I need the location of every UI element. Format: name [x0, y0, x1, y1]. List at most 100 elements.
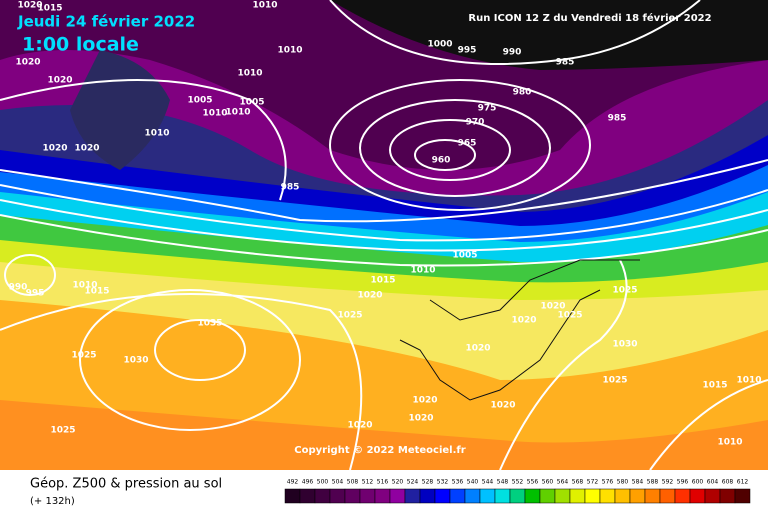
color-swatch	[479, 488, 496, 504]
isobar-label: 1020	[74, 144, 99, 154]
color-swatch	[419, 488, 436, 504]
color-swatch	[539, 488, 556, 504]
color-swatch	[629, 488, 646, 504]
color-label: 600	[692, 479, 704, 486]
color-swatch	[704, 488, 721, 504]
color-swatch	[719, 488, 736, 504]
color-label: 584	[632, 479, 644, 486]
isobar-label: 1010	[144, 129, 169, 139]
isobar-label: 995	[26, 289, 45, 299]
isobar-label: 1020	[347, 421, 372, 431]
isobar-label: 1005	[452, 251, 477, 261]
color-label: 544	[482, 479, 494, 486]
color-swatch	[659, 488, 676, 504]
color-label: 524	[407, 479, 419, 486]
isobar	[414, 139, 476, 171]
color-label: 512	[362, 479, 374, 486]
isobar-label: 1020	[465, 344, 490, 354]
isobar-label: 985	[556, 58, 575, 68]
color-label: 492	[287, 479, 299, 486]
isobar-label: 1020	[511, 316, 536, 326]
isobar	[0, 159, 768, 223]
isobar	[499, 259, 628, 471]
band	[330, 0, 768, 70]
isobar	[649, 379, 768, 471]
color-swatch	[584, 488, 601, 504]
isobar-label: 1035	[197, 319, 222, 329]
isobar-label: 995	[458, 46, 477, 56]
color-label: 548	[497, 479, 509, 486]
color-swatch	[569, 488, 586, 504]
isobar	[0, 293, 363, 471]
color-label: 576	[602, 479, 614, 486]
color-swatch	[434, 488, 451, 504]
isobar-label: 985	[608, 114, 627, 124]
color-label: 500	[317, 479, 329, 486]
color-swatch	[299, 488, 316, 504]
color-swatch	[614, 488, 631, 504]
color-label: 608	[722, 479, 734, 486]
color-label: 504	[332, 479, 344, 486]
coastline	[429, 259, 640, 321]
isobar-label: 1015	[370, 276, 395, 286]
isobar-label: 1025	[557, 311, 582, 321]
isobar-label: 985	[281, 183, 300, 193]
color-label: 496	[302, 479, 314, 486]
color-swatch	[359, 488, 376, 504]
isobar-label: 1020	[17, 1, 42, 11]
color-label: 572	[587, 479, 599, 486]
isobar-label: 1010	[717, 438, 742, 448]
isobar-label: 1030	[123, 356, 148, 366]
color-label: 508	[347, 479, 359, 486]
color-swatch	[464, 488, 481, 504]
isobar-label: 1010	[736, 376, 761, 386]
isobar	[329, 0, 701, 65]
color-swatch	[449, 488, 466, 504]
forecast-date: Jeudi 24 février 2022	[17, 13, 195, 31]
color-swatch	[329, 488, 346, 504]
isobar-label: 1020	[490, 401, 515, 411]
isobar-label: 1010	[225, 108, 250, 118]
isobar-label: 1025	[71, 351, 96, 361]
forecast-time: 1:00 locale	[22, 34, 139, 56]
isobar-label: 1025	[612, 286, 637, 296]
color-label: 528	[422, 479, 434, 486]
isobar-label: 1005	[239, 98, 264, 108]
color-swatch	[314, 488, 331, 504]
isobar	[154, 319, 246, 381]
isobar	[0, 184, 768, 242]
color-label: 564	[557, 479, 569, 486]
color-swatch	[599, 488, 616, 504]
isobar-label: 1010	[237, 69, 262, 79]
isobar-label: 1015	[84, 287, 109, 297]
isobar-label: 1010	[252, 1, 277, 11]
isobar-label: 1025	[602, 376, 627, 386]
color-swatch	[509, 488, 526, 504]
color-swatch	[494, 488, 511, 504]
isobar-label: 1030	[612, 340, 637, 350]
isobar-label: 990	[503, 48, 522, 58]
color-swatch	[524, 488, 541, 504]
isobar-label: 965	[458, 139, 477, 149]
isobar-label: 1020	[408, 414, 433, 424]
isobar-label: 1025	[337, 311, 362, 321]
color-label: 516	[377, 479, 389, 486]
isobar-label: 1020	[412, 396, 437, 406]
color-label: 560	[542, 479, 554, 486]
color-label: 520	[392, 479, 404, 486]
isobar	[0, 199, 768, 252]
isobar-label: 1020	[357, 291, 382, 301]
color-swatch	[734, 488, 751, 504]
color-label: 588	[647, 479, 659, 486]
isobar-label: 1020	[540, 302, 565, 312]
color-label: 536	[452, 479, 464, 486]
isobar	[0, 214, 768, 267]
color-swatch	[344, 488, 361, 504]
color-swatch	[284, 488, 301, 504]
isobar-label: 1015	[37, 4, 62, 14]
isobar-label: 990	[9, 283, 28, 293]
isobar-label: 975	[478, 104, 497, 114]
isobar-label: 1010	[72, 281, 97, 291]
coastline	[399, 289, 601, 401]
